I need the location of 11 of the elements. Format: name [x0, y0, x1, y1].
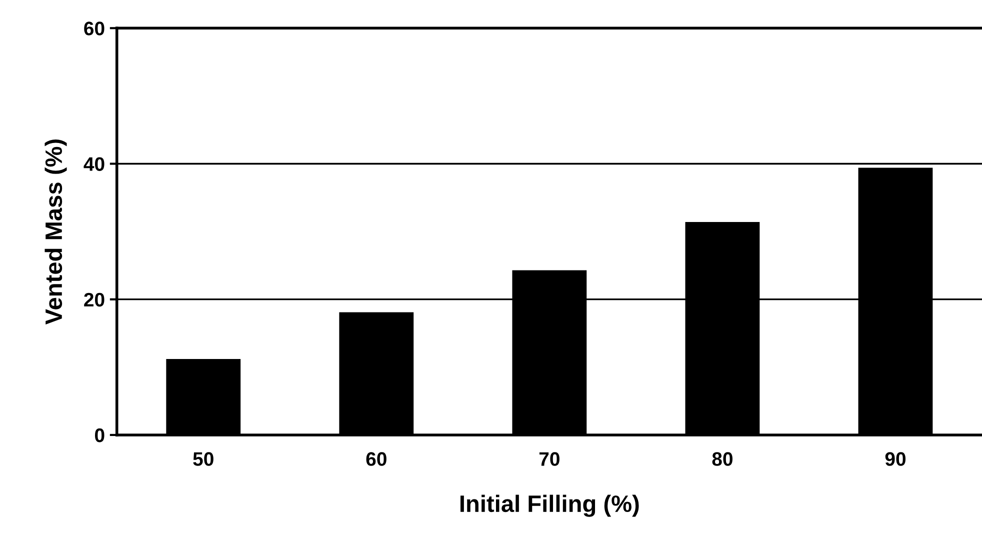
y-tick-label: 60 — [84, 22, 104, 36]
x-tick-label: 80 — [712, 452, 732, 466]
y-tick-label: 40 — [84, 157, 104, 171]
x-tick-label: 60 — [366, 452, 386, 466]
y-axis-title: Vented Mass (%) — [44, 140, 67, 325]
y-tick-label: 0 — [95, 428, 104, 442]
y-tick-label: 20 — [84, 292, 104, 307]
x-tick-label: 90 — [885, 452, 906, 466]
x-tick-label: 50 — [193, 452, 214, 466]
x-tick-label: 70 — [539, 452, 560, 466]
x-axis-title: Initial Filling (%) — [460, 494, 639, 517]
